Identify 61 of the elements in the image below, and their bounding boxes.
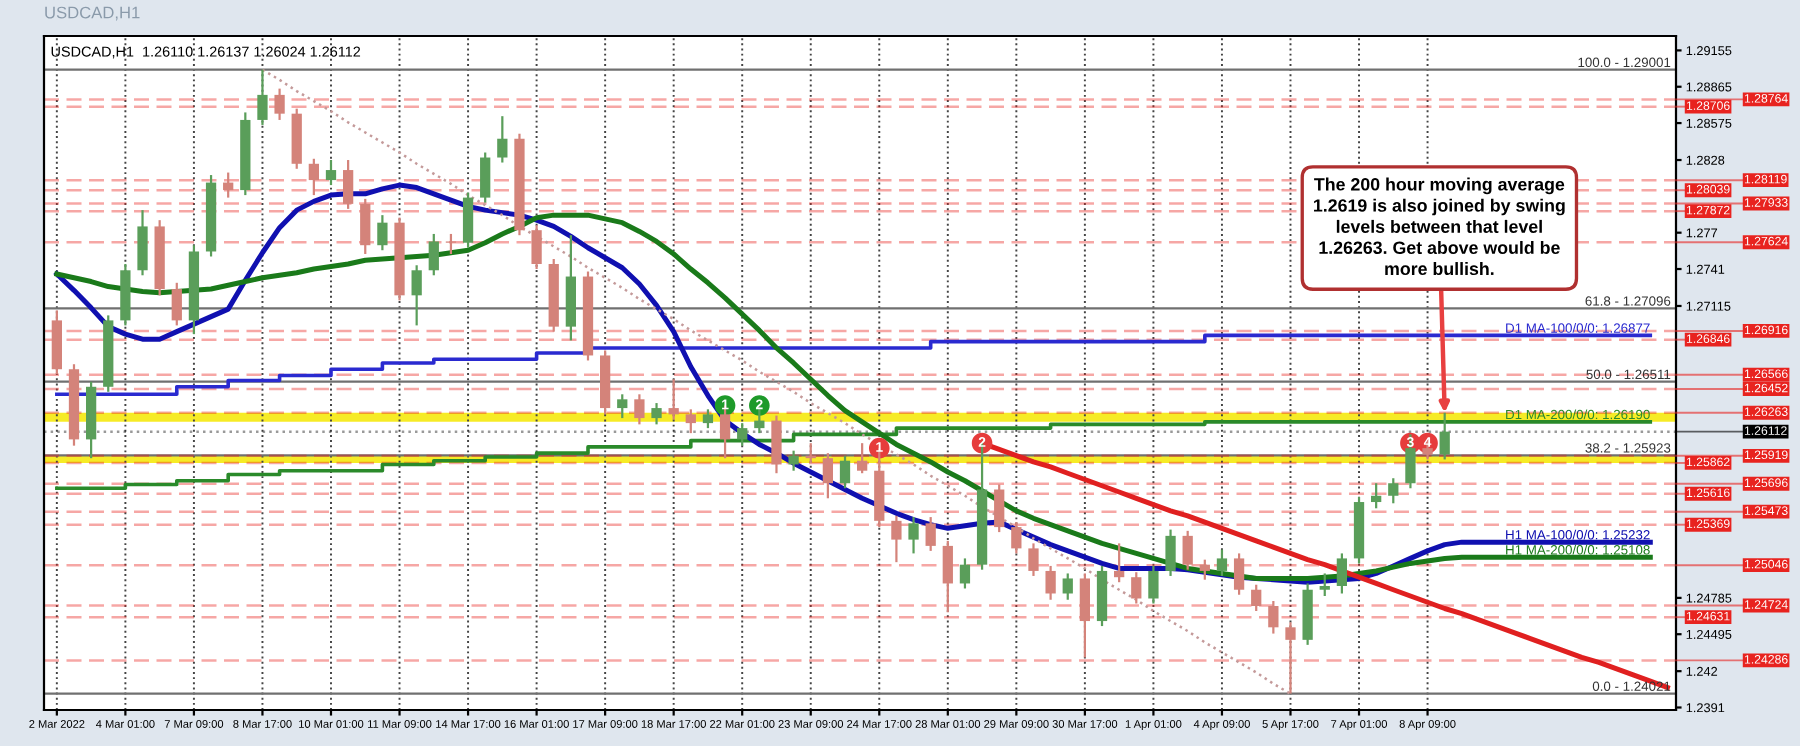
candlestick — [1182, 529, 1193, 571]
candlestick — [171, 281, 182, 327]
candlestick — [325, 158, 337, 187]
candlestick — [959, 557, 971, 590]
candlestick — [445, 232, 457, 256]
candlestick — [377, 214, 388, 252]
candlestick — [1422, 439, 1433, 461]
candlestick — [1405, 433, 1416, 490]
candlestick — [1079, 572, 1091, 659]
candlestick — [788, 449, 799, 472]
candlestick — [617, 393, 628, 420]
chart-title: USDCAD,H1 — [45, 6, 140, 21]
candlestick — [737, 422, 748, 447]
candlestick — [1319, 572, 1330, 598]
candlestick — [668, 378, 679, 421]
candlestick — [428, 232, 439, 277]
candlestick — [257, 68, 268, 127]
candlestick — [411, 264, 422, 327]
candlestick — [1148, 564, 1159, 605]
candlestick — [1216, 548, 1228, 578]
candlestick — [360, 197, 371, 256]
candlestick — [1233, 552, 1245, 596]
candlestick — [1388, 477, 1399, 505]
candlestick — [634, 393, 645, 426]
candlestick — [925, 515, 936, 553]
candlestick — [1199, 558, 1210, 581]
candlestick — [702, 408, 714, 430]
candlestick — [342, 158, 354, 210]
candlestick — [497, 115, 508, 164]
candlestick — [685, 408, 696, 435]
candlestick — [1045, 564, 1056, 601]
candlestick — [857, 442, 868, 475]
line-series — [261, 68, 1292, 695]
candlestick — [1268, 599, 1279, 635]
candlestick — [137, 209, 148, 277]
candlestick — [1114, 542, 1125, 584]
candlestick — [1285, 621, 1296, 695]
candlestick — [1439, 411, 1450, 461]
candlestick — [1336, 552, 1348, 595]
candlestick — [1131, 571, 1142, 605]
annotation: The 200 hour moving average 1.2619 is also joined by swing levels between that level 1.26263. Get above would be more bullish. — [1314, 177, 1565, 276]
candlestick — [651, 401, 662, 426]
candlestick — [822, 452, 834, 500]
candlestick — [891, 514, 902, 564]
candlestick — [1371, 482, 1382, 510]
candlestick — [1028, 542, 1039, 578]
candlestick — [942, 539, 953, 614]
candlestick — [1062, 572, 1073, 601]
candlestick — [480, 151, 491, 204]
candlestick — [462, 191, 474, 249]
candlestick — [994, 483, 1005, 534]
candlestick — [274, 87, 285, 122]
candlestick — [1251, 583, 1262, 613]
candlestick — [531, 224, 542, 271]
candlestick — [771, 414, 782, 475]
candlestick — [223, 171, 234, 199]
candlestick — [308, 157, 319, 197]
candlestick — [839, 454, 851, 490]
candlestick — [1011, 520, 1022, 555]
candlestick — [908, 515, 919, 555]
candlestick — [1165, 528, 1176, 578]
